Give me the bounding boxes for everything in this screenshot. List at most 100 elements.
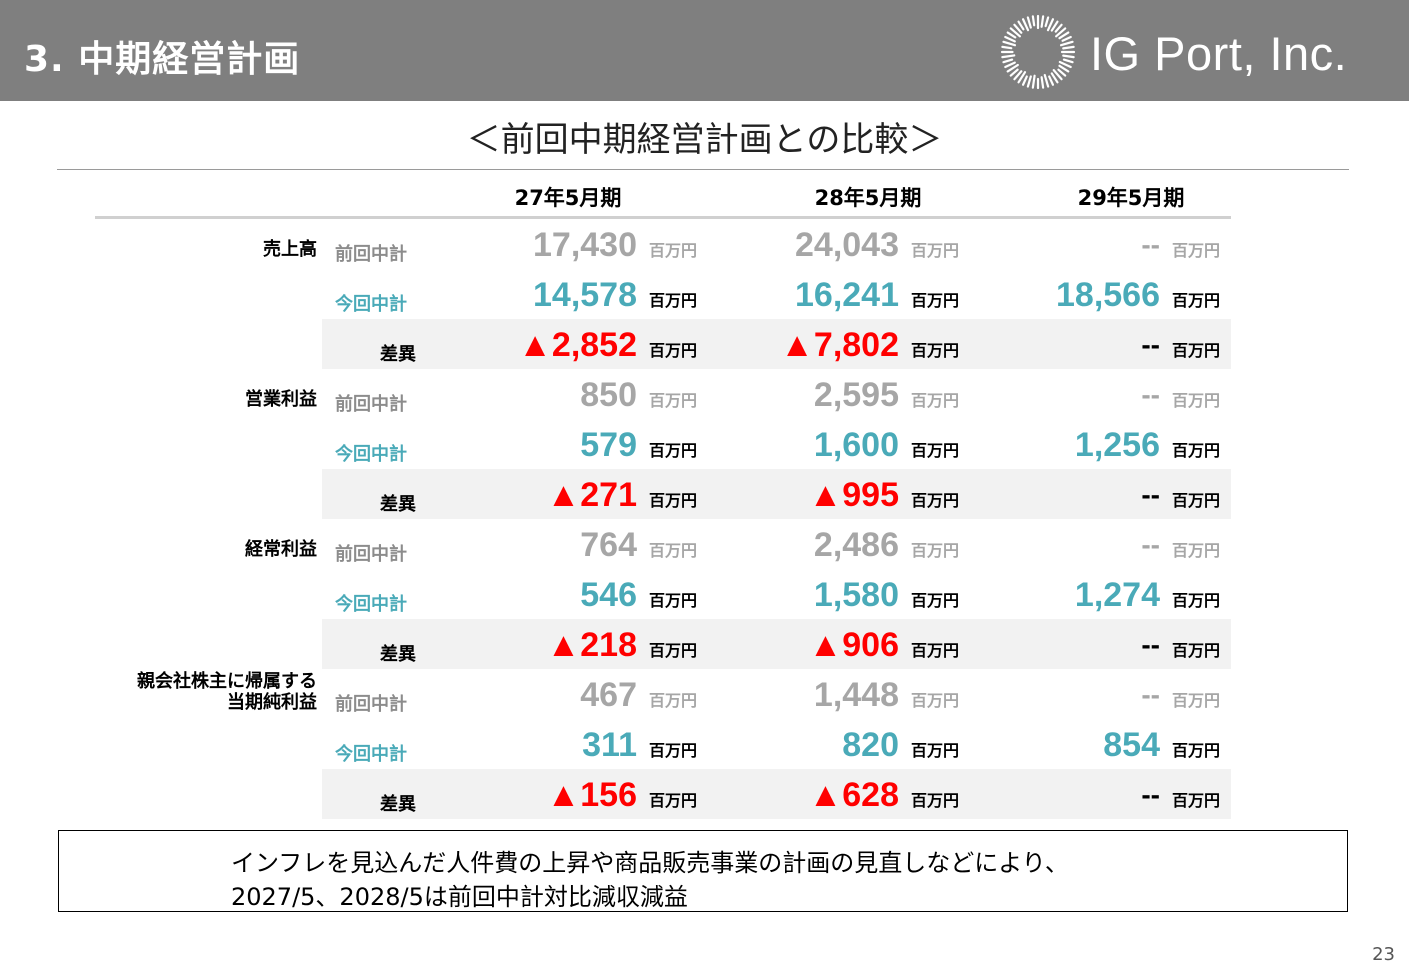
unit-label: 百万円: [1172, 491, 1221, 510]
value-diff-col1: ▲271: [546, 476, 637, 514]
unit-label: 百万円: [1172, 591, 1221, 610]
unit-label: 百万円: [1172, 391, 1221, 410]
metric-name-line-2: 当期純利益: [227, 692, 317, 713]
header-divider: [95, 216, 1231, 219]
logo-ray: [1062, 58, 1074, 64]
value-cur-col3: 1,274: [1074, 576, 1160, 614]
page-number: 23: [1372, 944, 1395, 965]
logo-ray: [1031, 15, 1036, 27]
unit-label: 百万円: [911, 491, 960, 510]
logo-ray: [1058, 60, 1072, 69]
value-prev-col3: --: [1141, 379, 1160, 410]
sunburst-logo-icon: [1000, 14, 1076, 90]
difference-row-band: [322, 319, 1231, 369]
unit-label: 百万円: [649, 391, 698, 410]
logo-ray: [1057, 68, 1067, 77]
logo-ray: [1044, 16, 1050, 28]
value-prev-col1: 467: [580, 676, 637, 714]
value-prev-col3: --: [1141, 679, 1160, 710]
slide-title: 3. 中期経営計画: [24, 39, 301, 80]
value-cur-col3: 1,256: [1074, 426, 1160, 464]
logo-ray: [1062, 45, 1075, 50]
value-cur-col1: 579: [580, 426, 637, 464]
unit-label: 百万円: [911, 441, 960, 460]
unit-label: 百万円: [649, 691, 698, 710]
row-label-diff: 差異: [380, 794, 416, 815]
logo-ray: [1054, 23, 1063, 33]
value-cur-col2: 1,600: [813, 426, 899, 464]
logo-ray: [1048, 75, 1055, 86]
column-header-fy2028: 28年5月期: [814, 186, 922, 210]
logo-ray: [1009, 27, 1021, 38]
row-label-cur: 今回中計: [335, 594, 407, 615]
value-prev-col2: 1,448: [813, 676, 899, 714]
value-prev-col2: 24,043: [795, 226, 899, 264]
value-cur-col3: 854: [1103, 726, 1160, 764]
logo-ray: [1004, 35, 1016, 43]
note-box: インフレを見込んだ人件費の上昇や商品販売事業の計画の見直しなどにより、 2027…: [58, 830, 1348, 912]
value-diff-col3: --: [1141, 329, 1160, 360]
unit-label: 百万円: [911, 691, 960, 710]
value-diff-col1: ▲156: [546, 776, 637, 814]
logo-ray: [1050, 72, 1059, 84]
difference-row-band: [322, 469, 1231, 519]
unit-label: 百万円: [649, 241, 698, 260]
row-label-cur: 今回中計: [335, 444, 407, 465]
row-label-diff: 差異: [380, 494, 416, 515]
logo-ray: [1013, 23, 1023, 34]
difference-row-band: [322, 619, 1231, 669]
unit-label: 百万円: [911, 391, 960, 410]
unit-label: 百万円: [649, 641, 698, 660]
logo-ray: [1062, 54, 1075, 59]
value-diff-col1: ▲2,852: [518, 326, 637, 364]
logo-ray: [1058, 64, 1070, 73]
comparison-subtitle: ＜前回中期経営計画との比較＞: [466, 120, 943, 160]
value-diff-col1: ▲218: [546, 626, 637, 664]
logo-ray: [1021, 75, 1028, 86]
logo-ray: [1040, 15, 1045, 28]
unit-label: 百万円: [911, 291, 960, 310]
unit-label: 百万円: [1172, 241, 1221, 260]
column-header-fy2027: 27年5月期: [514, 186, 622, 210]
unit-label: 百万円: [1172, 741, 1221, 760]
value-diff-col2: ▲628: [808, 776, 899, 814]
unit-label: 百万円: [1172, 341, 1221, 360]
metric-name: 営業利益: [245, 389, 317, 410]
unit-label: 百万円: [649, 791, 698, 810]
value-cur-col2: 16,241: [795, 276, 899, 314]
logo-ray: [1002, 58, 1014, 64]
unit-label: 百万円: [649, 291, 698, 310]
logo-ray: [1013, 70, 1023, 81]
value-diff-col2: ▲995: [808, 476, 899, 514]
unit-label: 百万円: [1172, 791, 1221, 810]
column-header-fy2029: 29年5月期: [1077, 186, 1185, 210]
logo-ray: [1026, 75, 1032, 88]
value-prev-col1: 17,430: [533, 226, 637, 264]
logo-ray: [1006, 31, 1017, 39]
value-prev-col1: 850: [580, 376, 637, 414]
row-label-prev: 前回中計: [335, 394, 407, 415]
value-diff-col3: --: [1141, 779, 1160, 810]
value-cur-col1: 14,578: [533, 276, 637, 314]
logo-ray: [1001, 54, 1016, 59]
metric-name-line-1: 親会社株主に帰属する: [137, 671, 317, 692]
row-label-prev: 前回中計: [335, 544, 407, 565]
value-cur-col2: 820: [842, 726, 899, 764]
unit-label: 百万円: [649, 591, 698, 610]
unit-label: 百万円: [911, 641, 960, 660]
logo-ray: [1043, 73, 1050, 88]
row-label-cur: 今回中計: [335, 744, 407, 765]
value-diff-col3: --: [1141, 479, 1160, 510]
logo-ray: [1061, 35, 1072, 42]
logo-ray: [1031, 74, 1036, 89]
logo-ray: [1052, 69, 1063, 81]
logo-ray: [1017, 71, 1027, 84]
logo-ray: [1002, 40, 1017, 47]
value-diff-col2: ▲906: [808, 626, 899, 664]
unit-label: 百万円: [649, 341, 698, 360]
value-cur-col1: 546: [580, 576, 637, 614]
logo-ray: [1017, 20, 1025, 31]
company-logo: IG Port, Inc.: [1000, 14, 1400, 90]
logo-ray: [1004, 61, 1016, 69]
row-label-diff: 差異: [380, 344, 416, 365]
